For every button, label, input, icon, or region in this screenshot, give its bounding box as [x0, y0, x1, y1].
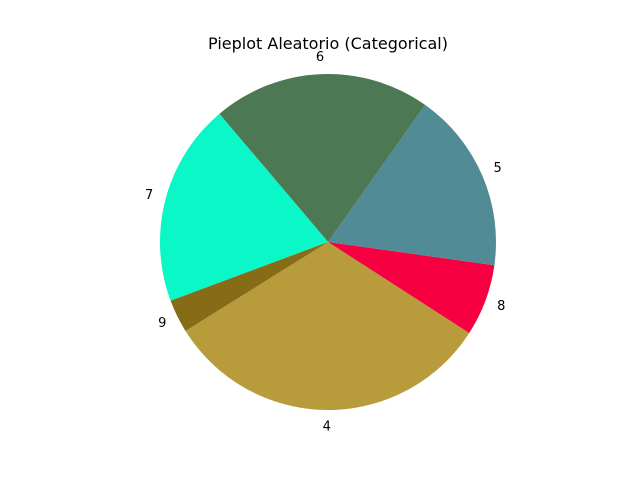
slice-label-9: 9	[158, 316, 166, 331]
pie-slice-6	[219, 74, 426, 242]
slice-label-6: 6	[316, 50, 324, 65]
slice-label-7: 7	[145, 188, 153, 203]
slice-label-5: 5	[494, 161, 502, 176]
pie-slice-5	[328, 104, 496, 266]
pie-slice-7	[160, 113, 328, 301]
pie-slice-9	[170, 242, 328, 332]
chart-title: Pieplot Aleatorio (Categorical)	[208, 34, 448, 53]
slice-label-8: 8	[497, 299, 505, 314]
pie-slice-8	[328, 242, 495, 334]
pie-slice-4	[185, 242, 470, 410]
pie-labels: 4 8 5 6 7 9	[145, 50, 505, 434]
slice-label-4: 4	[323, 419, 331, 434]
pie-slices	[160, 74, 496, 410]
